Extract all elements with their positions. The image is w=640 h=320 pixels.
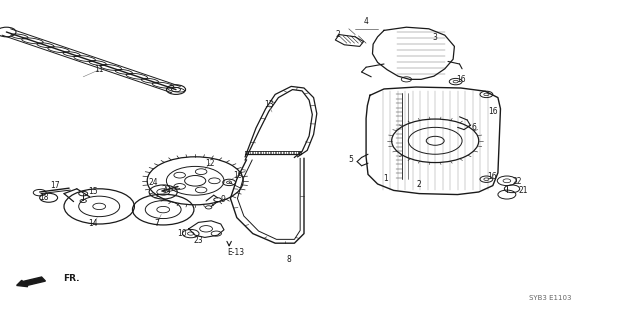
Text: 18: 18 bbox=[39, 193, 48, 202]
Text: 7: 7 bbox=[154, 220, 159, 228]
Text: 2: 2 bbox=[335, 30, 340, 39]
Text: 3: 3 bbox=[433, 33, 438, 42]
Text: 23: 23 bbox=[193, 236, 204, 245]
Text: 6: 6 bbox=[471, 123, 476, 132]
Text: 12: 12 bbox=[205, 159, 214, 168]
Text: E-13: E-13 bbox=[227, 248, 244, 257]
FancyArrow shape bbox=[17, 277, 45, 287]
Text: 9: 9 bbox=[220, 195, 225, 204]
Text: 16: 16 bbox=[488, 107, 498, 116]
Text: 14: 14 bbox=[88, 220, 98, 228]
Text: 21: 21 bbox=[519, 186, 528, 195]
Text: 16: 16 bbox=[486, 172, 497, 181]
Text: 10: 10 bbox=[177, 229, 188, 238]
Text: 13: 13 bbox=[264, 100, 274, 109]
Text: 20: 20 bbox=[161, 185, 172, 194]
Text: 16: 16 bbox=[456, 75, 466, 84]
Text: 17: 17 bbox=[50, 181, 60, 190]
Text: SYB3 E1103: SYB3 E1103 bbox=[529, 295, 572, 301]
Text: 24: 24 bbox=[148, 178, 159, 187]
Text: 2: 2 bbox=[417, 180, 422, 189]
Text: 11: 11 bbox=[95, 65, 104, 74]
Text: 22: 22 bbox=[513, 177, 522, 186]
Text: FR.: FR. bbox=[63, 274, 79, 283]
Text: 1: 1 bbox=[383, 174, 388, 183]
Text: 4: 4 bbox=[364, 17, 369, 26]
Text: 15: 15 bbox=[88, 187, 98, 196]
Text: 19: 19 bbox=[233, 171, 243, 180]
Text: 5: 5 bbox=[348, 155, 353, 164]
Text: 8: 8 bbox=[287, 255, 292, 264]
